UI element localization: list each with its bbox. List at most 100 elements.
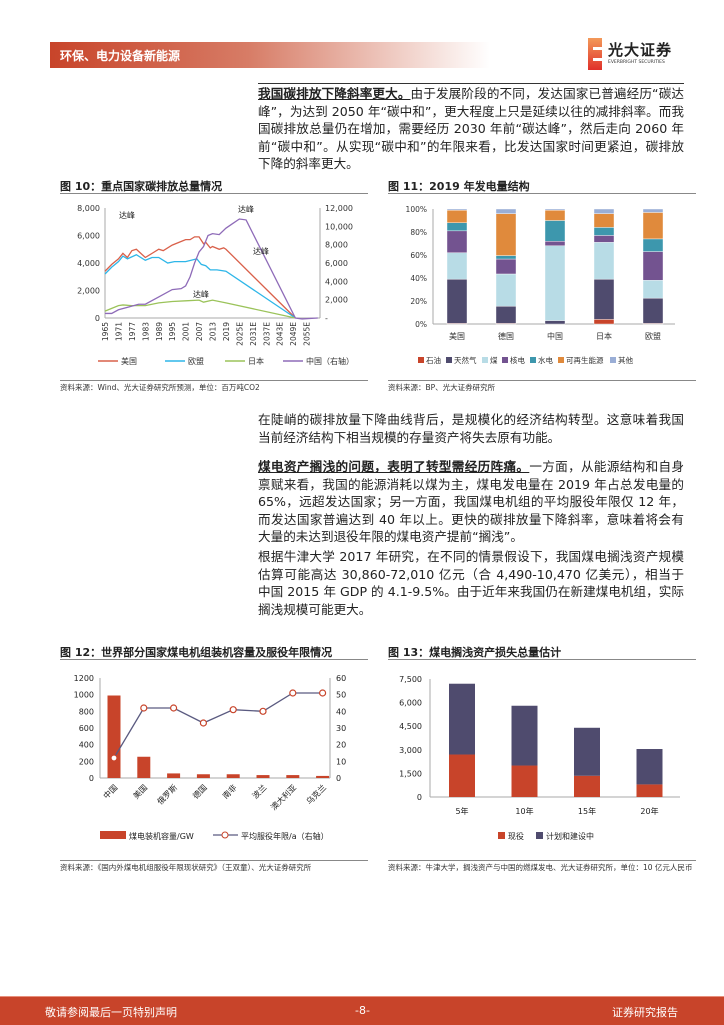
x-category-label: 5年: [455, 806, 468, 816]
legend-label: 煤电装机容量/GW: [129, 831, 194, 841]
stacked-bar-segment: [446, 209, 468, 223]
stacked-bar-segment: [446, 222, 468, 232]
legend-swatch: [536, 832, 543, 839]
peak-annotation: 达峰: [238, 204, 254, 214]
y-tick-label: 800: [79, 707, 94, 716]
y-tick-label: 0: [417, 793, 422, 802]
series-line: [113, 692, 323, 759]
legend-swatch: [446, 357, 452, 363]
y-tick-label: 0: [95, 314, 100, 323]
stacked-bar-segment: [593, 235, 615, 243]
stacked-bar-segment: [593, 242, 615, 280]
y-tick-label: 80%: [410, 228, 427, 237]
x-category-label: 俄罗斯: [155, 782, 179, 806]
section-title: 环保、电力设备新能源: [60, 49, 181, 63]
y-tick-label: 20%: [410, 297, 427, 306]
x-category-label: 德国: [190, 782, 208, 800]
stacked-bar-segment: [593, 213, 615, 228]
fig11-divider: [388, 193, 696, 194]
y2-tick-label: -: [325, 314, 328, 323]
legend-label: 现役: [508, 831, 524, 841]
legend-swatch: [498, 832, 505, 839]
stacked-bar-segment: [495, 305, 517, 324]
x-tick-label: 2031E: [249, 322, 258, 346]
y-tick-label: 40%: [410, 274, 427, 283]
y2-tick-label: 8,000: [325, 241, 348, 250]
line-marker: [229, 706, 237, 714]
logo-subtext: EVERBRIGHT SECURITIES: [608, 60, 665, 65]
stacked-bar-segment: [446, 230, 468, 253]
line-marker: [199, 719, 207, 727]
legend-label: 美国: [121, 356, 137, 366]
paragraph: 我国碳排放下降斜率更大。由于发展阶段的不同，发达国家已普遍经历“碳达峰”，为达到…: [258, 85, 684, 173]
y-tick-label: 400: [79, 741, 94, 750]
legend-swatch: [100, 831, 126, 839]
page-footer: 敬请参阅最后一页特别声明 -8- 证券研究报告: [0, 996, 724, 1025]
series-line: [104, 299, 296, 319]
legend-label: 石油: [426, 355, 441, 365]
y2-tick-label: 10: [336, 757, 346, 766]
x-tick-label: 2043E: [276, 322, 285, 346]
fig11-source-divider: [388, 380, 696, 381]
x-tick-label: 1989: [155, 322, 164, 341]
stacked-bar-segment: [642, 297, 664, 324]
fig11-title: 图 11：2019 年发电量结构: [388, 180, 530, 193]
footer-report-type: 证券研究报告: [612, 1006, 678, 1019]
x-tick-label: 1995: [168, 322, 177, 341]
x-tick-label: 2013: [209, 322, 218, 341]
y2-tick-label: 4,000: [325, 277, 348, 286]
peak-annotation: 达峰: [119, 210, 135, 220]
paragraph-lead: 我国碳排放下降斜率更大。: [258, 86, 411, 101]
fig10-chart: 0 2,000 4,000 6,000 8,000 - 2,000 4,000 6,000 8,0…: [77, 204, 354, 366]
y-tick-label: 1200: [74, 674, 94, 683]
bar: [137, 756, 151, 778]
line-marker: [110, 754, 118, 762]
fig13-title: 图 13：煤电搁浅资产损失总量估计: [388, 646, 562, 659]
stacked-bar-segment: [636, 749, 663, 785]
stacked-bar-segment: [544, 209, 566, 221]
y-tick-label: 4,000: [77, 259, 100, 268]
x-tick-label: 1971: [114, 322, 123, 341]
y-tick-label: 200: [79, 757, 94, 766]
stacked-bar-segment: [446, 208, 468, 211]
legend-swatch: [558, 357, 564, 363]
series-line: [104, 254, 296, 319]
logo-text: 光大证券: [608, 41, 673, 59]
bar: [196, 774, 210, 778]
stacked-bar-segment: [446, 252, 468, 280]
stacked-bar-segment: [593, 278, 615, 320]
legend-label: 其他: [618, 355, 633, 365]
x-category-label: 15年: [578, 806, 596, 816]
legend-label: 核电: [510, 355, 525, 365]
x-tick-label: 2049E: [289, 322, 298, 346]
stacked-bar-segment: [511, 705, 538, 766]
stacked-bar-segment: [544, 245, 566, 321]
stacked-bar-segment: [495, 213, 517, 256]
paragraph: 煤电资产搁浅的问题，表明了转型需经历阵痛。一方面，从能源结构和自身禀赋来看，我国…: [258, 458, 684, 546]
y-tick-label: 8,000: [77, 204, 100, 213]
page-number: -8-: [355, 1004, 370, 1017]
fig10-source: 资料来源：Wind、光大证券研究所预测，单位：百万吨CO2: [60, 383, 260, 392]
x-category-label: 美国: [131, 782, 149, 800]
legend-label: 天然气: [454, 355, 477, 365]
stacked-bar-segment: [446, 278, 468, 324]
stacked-bar-segment: [544, 208, 566, 211]
bar: [167, 773, 181, 778]
y-tick-label: 100%: [406, 205, 427, 214]
section-header-band: 环保、电力设备新能源: [50, 42, 490, 68]
bar: [226, 774, 240, 778]
paragraph: 根据牛津大学 2017 年研究，在不同的情景假设下，我国煤电搁浅资产规模估算可能…: [258, 549, 684, 617]
stacked-bar-segment: [642, 208, 664, 213]
y-tick-label: 0%: [415, 320, 427, 329]
bar: [256, 775, 270, 778]
x-tick-label: 2037E: [262, 322, 271, 346]
stacked-bar-segment: [642, 251, 664, 281]
stacked-bar-segment: [544, 320, 566, 325]
paragraph-lead: 煤电资产搁浅的问题，表明了转型需经历阵痛。: [258, 459, 530, 474]
x-tick-label: 2007: [195, 322, 204, 341]
bar: [107, 695, 121, 778]
legend-label: 日本: [248, 356, 264, 366]
stacked-bar-segment: [593, 319, 615, 325]
fig12-divider: [60, 659, 368, 660]
legend-swatch: [530, 357, 536, 363]
